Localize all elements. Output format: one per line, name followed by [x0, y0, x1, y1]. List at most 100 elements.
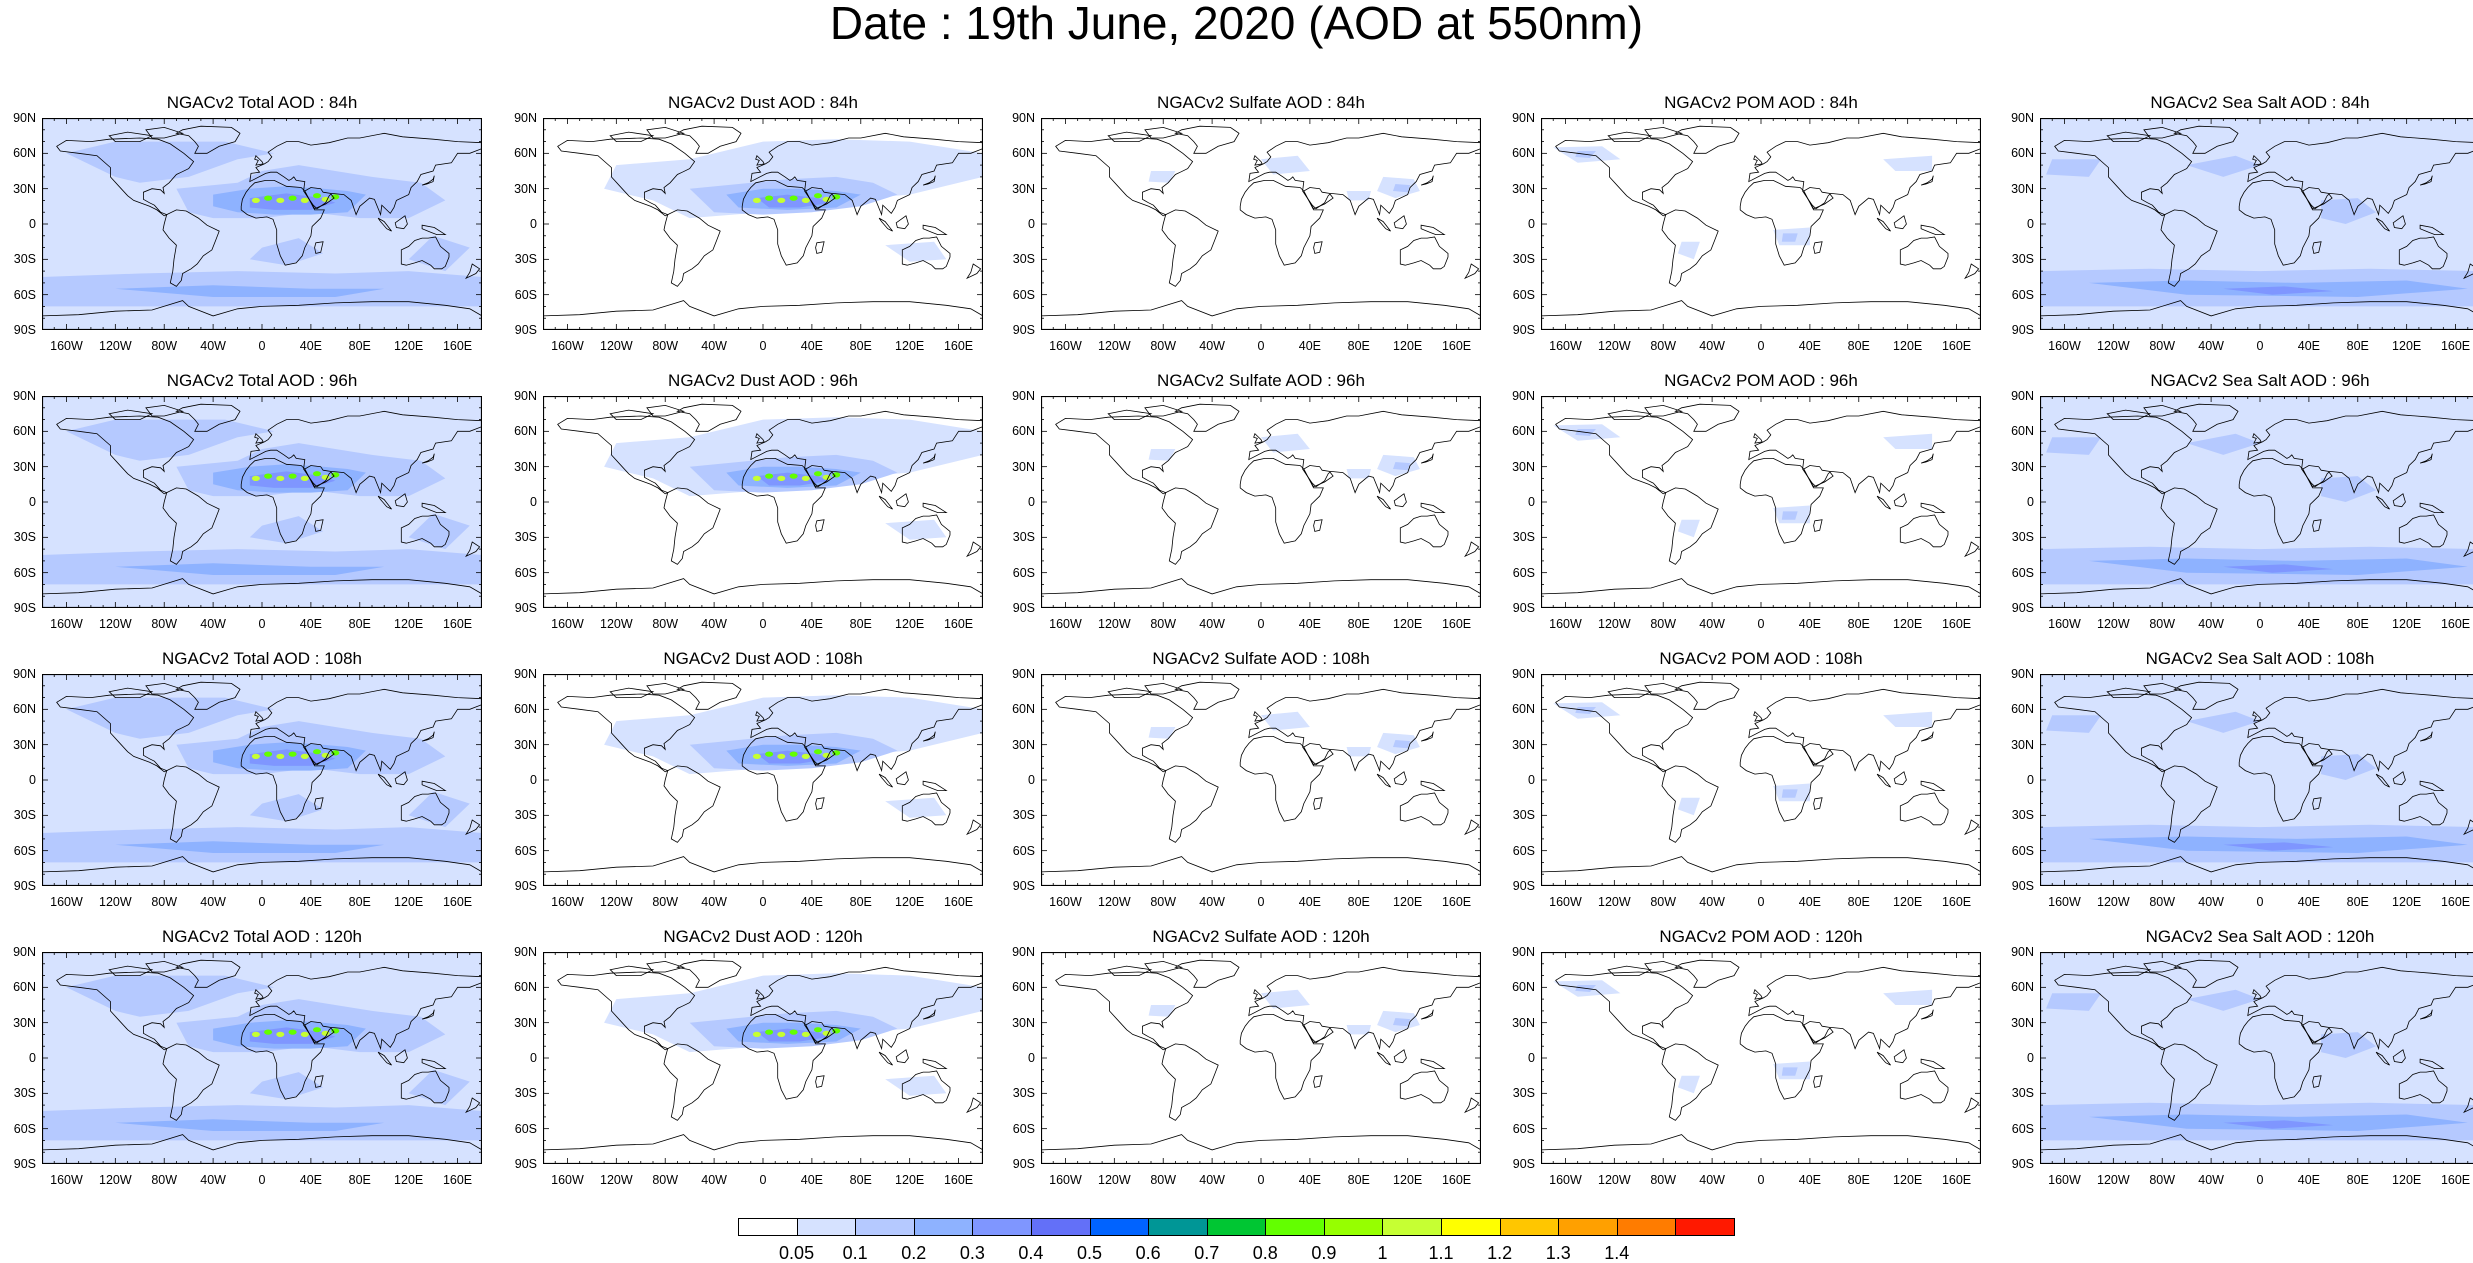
aod-hotspot — [790, 752, 798, 757]
longitude-tick: 120E — [384, 618, 434, 631]
latitude-tick: 60N — [999, 703, 1035, 716]
longitude-tick: 120W — [1589, 618, 1639, 631]
latitude-tick: 90N — [0, 390, 36, 403]
latitude-tick: 60N — [1499, 147, 1535, 160]
aod-hotspot — [753, 1032, 761, 1037]
longitude-tick: 120E — [885, 896, 935, 909]
aod-hotspot — [289, 752, 297, 757]
latitude-tick: 30S — [999, 809, 1035, 822]
latitude-tick: 90S — [1499, 880, 1535, 893]
longitude-tick: 80E — [836, 340, 886, 353]
panel-title: NGACv2 Dust AOD : 84h — [543, 94, 983, 112]
latitude-tick: 0 — [1499, 218, 1535, 231]
latitude-tick: 30S — [0, 253, 36, 266]
latitude-tick: 90S — [1499, 1158, 1535, 1171]
latitude-tick: 30N — [1499, 461, 1535, 474]
panel-title: NGACv2 POM AOD : 96h — [1541, 372, 1981, 390]
longitude-tick: 160W — [542, 340, 592, 353]
colorbar-swatch — [1558, 1218, 1618, 1236]
colorbar-label: 0.9 — [1294, 1244, 1354, 1262]
longitude-tick: 40E — [787, 896, 837, 909]
latitude-tick: 0 — [501, 218, 537, 231]
panel-title: NGACv2 POM AOD : 120h — [1541, 928, 1981, 946]
longitude-tick: 40W — [2186, 1174, 2236, 1187]
longitude-tick: 40E — [286, 896, 336, 909]
longitude-tick: 80E — [2333, 618, 2383, 631]
latitude-tick: 60S — [0, 289, 36, 302]
latitude-tick: 90N — [1998, 668, 2034, 681]
aod-map — [543, 396, 983, 608]
latitude-tick: 0 — [1998, 496, 2034, 509]
longitude-tick: 120E — [2382, 340, 2432, 353]
longitude-tick: 160E — [2431, 618, 2473, 631]
aod-hotspot — [252, 476, 260, 481]
aod-hotspot — [777, 476, 785, 481]
aod-hotspot — [289, 1030, 297, 1035]
longitude-tick: 80E — [1834, 340, 1884, 353]
latitude-tick: 30N — [999, 461, 1035, 474]
latitude-tick: 0 — [999, 774, 1035, 787]
latitude-tick: 30N — [501, 183, 537, 196]
longitude-tick: 40W — [1687, 896, 1737, 909]
aod-hotspot — [313, 1027, 321, 1032]
latitude-tick: 30N — [0, 1017, 36, 1030]
longitude-tick: 0 — [1736, 618, 1786, 631]
latitude-tick: 30S — [1998, 531, 2034, 544]
aod-map — [1041, 952, 1481, 1164]
longitude-tick: 40W — [1187, 896, 1237, 909]
latitude-tick: 0 — [501, 1052, 537, 1065]
longitude-tick: 40W — [188, 1174, 238, 1187]
longitude-tick: 160E — [433, 896, 483, 909]
latitude-tick: 60N — [501, 703, 537, 716]
longitude-tick: 120W — [2088, 896, 2138, 909]
longitude-tick: 0 — [738, 618, 788, 631]
longitude-tick: 160E — [934, 618, 984, 631]
latitude-tick: 90N — [0, 668, 36, 681]
latitude-tick: 0 — [0, 218, 36, 231]
colorbar-label: 1 — [1352, 1244, 1412, 1262]
latitude-tick: 60N — [501, 425, 537, 438]
aod-hotspot — [331, 1028, 339, 1033]
latitude-tick: 30N — [501, 461, 537, 474]
latitude-tick: 60N — [1998, 981, 2034, 994]
longitude-tick: 80W — [2137, 618, 2187, 631]
aod-map — [543, 118, 983, 330]
longitude-tick: 120W — [90, 896, 140, 909]
longitude-tick: 160E — [1932, 1174, 1982, 1187]
longitude-tick: 40E — [787, 618, 837, 631]
latitude-tick: 60S — [501, 289, 537, 302]
latitude-tick: 90N — [1499, 668, 1535, 681]
longitude-tick: 160E — [433, 1174, 483, 1187]
latitude-tick: 30N — [999, 1017, 1035, 1030]
latitude-tick: 90S — [1998, 1158, 2034, 1171]
aod-hotspot — [276, 1032, 284, 1037]
aod-hotspot — [301, 754, 309, 759]
aod-hotspot — [832, 194, 840, 199]
panel-title: NGACv2 Sea Salt AOD : 84h — [2040, 94, 2473, 112]
longitude-tick: 120W — [1589, 340, 1639, 353]
longitude-tick: 40W — [188, 896, 238, 909]
longitude-tick: 40W — [689, 618, 739, 631]
longitude-tick: 160W — [41, 340, 91, 353]
longitude-tick: 80E — [1834, 896, 1884, 909]
panel-title: NGACv2 POM AOD : 108h — [1541, 650, 1981, 668]
longitude-tick: 40W — [689, 896, 739, 909]
longitude-tick: 80E — [335, 1174, 385, 1187]
latitude-tick: 90S — [0, 324, 36, 337]
panel-title: NGACv2 POM AOD : 84h — [1541, 94, 1981, 112]
longitude-tick: 40W — [1687, 1174, 1737, 1187]
latitude-tick: 30S — [0, 531, 36, 544]
